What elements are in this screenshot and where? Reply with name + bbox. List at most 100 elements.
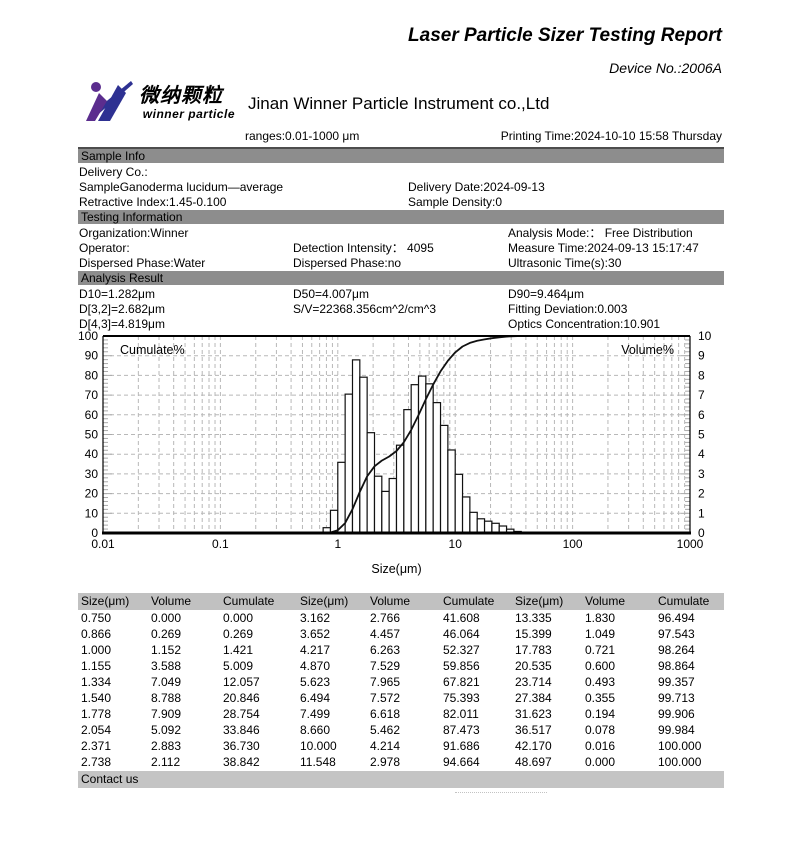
table-cell: 52.327 [443,643,480,657]
svg-text:80: 80 [85,368,99,382]
table-cell: 11.548 [300,755,336,769]
svg-text:90: 90 [85,349,99,363]
table-row: 1.155 3.588 5.009 4.870 7.529 59.856 20.535 0.6… [78,658,724,674]
table-cell: 0.600 [585,659,616,673]
svg-text:1: 1 [334,537,341,551]
delivery-date: Delivery Date:2024-09-13 [408,180,545,194]
svg-text:2: 2 [698,487,705,501]
d50-value: D50=4.007μm [293,287,369,301]
particle-size-chart: 0 10 20 30 40 50 60 70 80 90 100 0 1 2 3 4 5 6 7 8 9 10 0.01 0.… [78,329,724,584]
table-cell: 33.846 [223,723,260,737]
table-header-cell: Volume [151,594,192,608]
table-cell: 7.529 [370,659,401,673]
table-row: 1.778 7.909 28.754 7.499 6.618 82.011 31.623 0.… [78,706,724,722]
table-row: 1.540 8.788 20.846 6.494 7.572 75.393 27.384 0.… [78,690,724,706]
table-cell: 91.686 [443,739,480,753]
organization: Organization:Winner [79,226,189,240]
svg-text:0.1: 0.1 [212,537,229,551]
table-cell: 5.623 [300,675,331,689]
table-cell: 1.152 [151,643,182,657]
svg-text:60: 60 [85,408,99,422]
table-cell: 4.870 [300,659,331,673]
svg-text:3: 3 [698,467,705,481]
detection-intensity: Detection Intensity： 4095 [293,241,434,255]
table-cell: 13.335 [515,611,552,625]
section-sample-info: Sample Info [78,147,724,163]
table-cell: 87.473 [443,723,480,737]
table-cell: 36.730 [223,739,260,753]
table-cell: 99.713 [658,691,695,705]
table-header-row: Size(μm) Volume Cumulate Size(μm) Volume Cumu… [78,593,724,610]
table-row: 0.750 0.000 0.000 3.162 2.766 41.608 13.335 1.8… [78,610,724,626]
table-cell: 0.493 [585,675,616,689]
table-cell: 1.830 [585,611,616,625]
faint-contact-text [455,792,547,793]
analysis-mode: Analysis Mode:： Free Distribution [508,226,693,240]
svg-text:7: 7 [698,388,705,402]
delivery-co: Delivery Co.: [79,165,148,179]
table-cell: 100.000 [658,739,702,753]
table-row: 2.371 2.883 36.730 10.000 4.214 91.686 42.170 0… [78,738,724,754]
table-cell: 2.112 [151,755,181,769]
svg-text:Size(μm): Size(μm) [371,562,421,576]
table-cell: 59.856 [443,659,480,673]
table-cell: 48.697 [515,755,552,769]
optics-concentration: Optics Concentration:10.901 [508,317,661,331]
table-cell: 20.535 [515,659,552,673]
table-cell: 99.906 [658,707,695,721]
table-cell: 1.155 [81,659,112,673]
table-cell: 98.264 [658,643,695,657]
table-cell: 1.000 [81,643,112,657]
svg-text:10: 10 [85,506,99,520]
table-cell: 2.738 [81,755,112,769]
table-cell: 94.664 [443,755,480,769]
dispersed-phase-no: Dispersed Phase:no [293,256,402,270]
logo-en-text: winner particle [142,107,235,121]
sv-value: S/V=22368.356cm^2/cm^3 [293,302,437,316]
table-cell: 28.754 [223,707,260,721]
table-cell: 38.842 [223,755,260,769]
table-header-cell: Cumulate [223,594,275,608]
svg-text:6: 6 [698,408,705,422]
table-cell: 0.866 [81,627,112,641]
table-cell: 7.965 [370,675,401,689]
section-analysis-result: Analysis Result [78,271,724,285]
svg-text:1: 1 [698,506,705,520]
table-cell: 10.000 [300,739,337,753]
table-cell: 5.092 [151,723,182,737]
table-cell: 7.572 [370,691,401,705]
d43-value: D[4,3]=4.819μm [79,317,165,331]
d10-value: D10=1.282μm [79,287,155,301]
result-table: Size(μm) Volume Cumulate Size(μm) Volume Cumu… [78,593,724,770]
retractive-index: Retractive Index:1.45-0.100 [79,195,227,209]
svg-text:0.01: 0.01 [91,537,115,551]
table-cell: 4.214 [370,739,401,753]
table-cell: 67.821 [443,675,480,689]
table-row: 2.054 5.092 33.846 8.660 5.462 87.473 36.517 0.… [78,722,724,738]
table-cell: 8.660 [300,723,331,737]
table-cell: 31.623 [515,707,552,721]
svg-text:1000: 1000 [677,537,704,551]
logo-cn-text: 微纳颗粒 [139,85,223,107]
section-contact-us: Contact us [78,771,724,788]
table-cell: 46.064 [443,627,480,641]
table-header-cell: Cumulate [658,594,710,608]
measure-time: Measure Time:2024-09-13 15:17:47 [508,241,699,255]
d90-value: D90=9.464μm [508,287,584,301]
table-cell: 82.011 [443,707,479,721]
device-number: Device No.:2006A [609,60,722,76]
table-header-cell: Size(μm) [81,594,130,608]
svg-text:0: 0 [698,526,705,540]
table-cell: 3.588 [151,659,182,673]
table-cell: 1.540 [81,691,112,705]
winner-logo-icon [85,80,139,131]
table-cell: 0.750 [81,611,112,625]
table-row: 2.738 2.112 38.842 11.548 2.978 94.664 48.697 0… [78,754,724,770]
svg-text:20: 20 [85,487,99,501]
operator: Operator: [79,241,130,255]
table-cell: 100.000 [658,755,702,769]
company-name: Jinan Winner Particle Instrument co.,Ltd [248,94,550,113]
table-header-cell: Cumulate [443,594,495,608]
svg-text:4: 4 [698,447,705,461]
table-header-cell: Size(μm) [300,594,349,608]
